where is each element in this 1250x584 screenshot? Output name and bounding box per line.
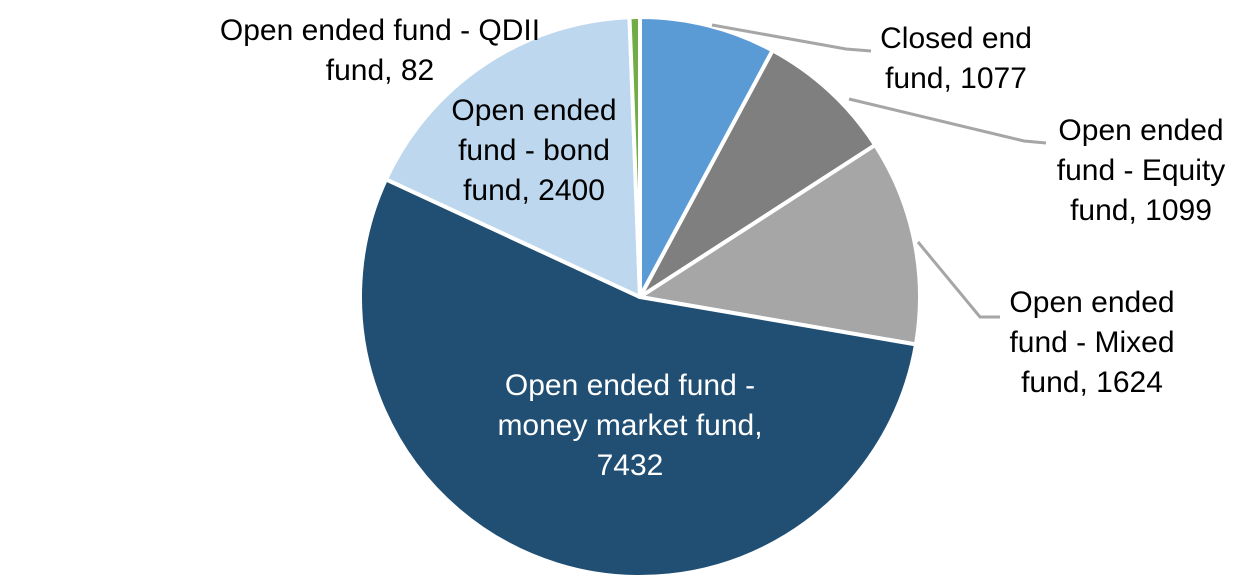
pie-slice-open-ended-mixed-fund [638,143,922,347]
pie-slice-open-ended-money-market-fund [358,177,918,579]
leader-line-closed-end-fund [711,23,872,53]
pie-slice-open-ended-equity-fund [638,48,878,299]
pie-slice-open-ended-qdii-fund [627,15,642,299]
leader-line-open-ended-mixed-fund [916,241,1000,319]
pie-slice-closed-end-fund [638,15,775,299]
leader-line-open-ended-equity-fund [848,97,1047,145]
pie-slice-open-ended-bond-fund [383,15,642,299]
